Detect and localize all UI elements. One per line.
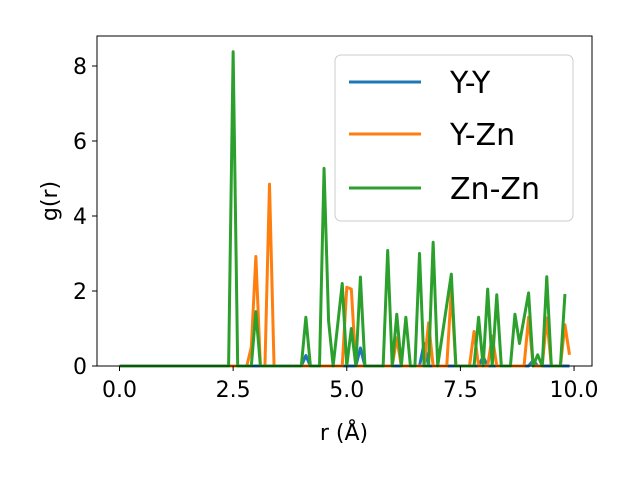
y-tick-label: 6 (73, 130, 87, 155)
x-tick-label: 5.0 (329, 378, 364, 403)
legend-frame (334, 54, 574, 222)
y-tick-label: 8 (73, 55, 87, 80)
x-tick-label: 10.0 (550, 378, 599, 403)
x-tick-label: 0.0 (102, 378, 137, 403)
y-axis-label: g(r) (38, 181, 63, 221)
y-tick-label: 0 (73, 355, 87, 380)
y-tick-label: 4 (73, 205, 87, 230)
tick-layer: 0.0 2.5 5.0 7.5 10.0 0 2 4 6 8 (73, 55, 599, 403)
x-tick-label: 2.5 (216, 378, 251, 403)
legend-label-y-zn: Y-Zn (449, 118, 515, 153)
x-tick-label: 7.5 (443, 378, 478, 403)
plot-frame (96, 35, 593, 367)
y-tick-label: 2 (73, 280, 87, 305)
legend-label-zn-zn: Zn-Zn (450, 172, 540, 207)
legend-label-y-y: Y-Y (449, 66, 491, 101)
x-axis-label: r (Å) (320, 419, 368, 446)
legend: Y-Y Y-Zn Zn-Zn (334, 54, 574, 222)
